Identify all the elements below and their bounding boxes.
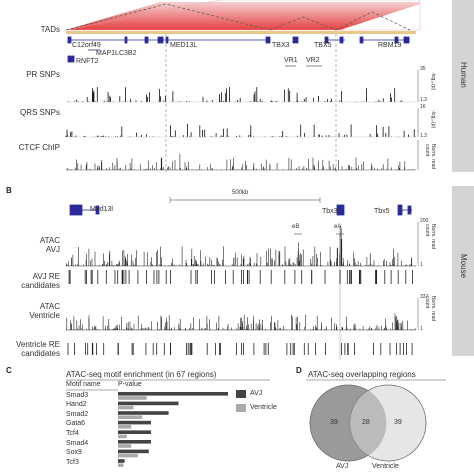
motif-bar-ventricle (118, 415, 143, 419)
gene-label: Med13l (90, 206, 113, 213)
tad-outline (335, 11, 411, 31)
motif-bar-ventricle (118, 463, 124, 467)
axis-tick: 1.3 (420, 133, 427, 139)
gene-label: RBM19 (378, 42, 402, 49)
motif-bar-avj (118, 440, 151, 444)
motif-bar-avj (118, 411, 169, 415)
motif-name: Hand2 (66, 401, 87, 409)
venn-count-left: 39 (330, 419, 338, 426)
motif-name: Smad3 (66, 391, 89, 399)
motif-bars (118, 392, 228, 467)
motif-name: Tcf3 (66, 458, 79, 466)
venn-label-avj: AVJ (336, 463, 349, 470)
axis-tick: 16 (420, 104, 426, 110)
species-label-mouse: Mouse (459, 254, 468, 279)
gene-label: C12orf49 (72, 42, 101, 49)
tad-heatmap-fine (65, 0, 421, 31)
legend-swatch-avj (236, 390, 246, 398)
axis-label: Norm. read count (424, 224, 436, 250)
col-header-p: P-value (118, 381, 142, 388)
motif-bar-avj (118, 420, 151, 425)
peak-label: eA (334, 224, 342, 230)
venn-overlap (350, 390, 386, 456)
axis-label: -log₁₀(p) (430, 110, 436, 129)
peak-label: eB (292, 224, 300, 230)
track-label-avj-re: AVJ RE candidates (21, 272, 60, 290)
scale-label: 500kb (232, 190, 249, 196)
gene-track-mouse (69, 204, 412, 216)
gene-label: TBX5 (314, 42, 332, 49)
motif-name: Smad2 (66, 410, 89, 418)
axis-label: -log₁₀(p) (430, 72, 436, 91)
track-label-pr: PR SNPs (26, 70, 60, 79)
species-bar-human (452, 0, 474, 172)
col-header-motif: Motif name (66, 381, 101, 388)
qrs-snp-track (65, 123, 416, 137)
motif-name: Sox9 (66, 449, 82, 457)
panel-letter-c: C (6, 366, 12, 375)
panel-letter-d: D (296, 366, 302, 375)
axis-tick: 1 (420, 262, 423, 268)
panel-d-title: ATAC-seq overlapping regions (308, 370, 416, 379)
axis-tick: 1.3 (420, 97, 427, 103)
motif-name: Tcf4 (66, 429, 79, 437)
track-label-tads: TADs (40, 25, 60, 34)
legend-label-ventricle: Ventricle (250, 404, 277, 411)
motif-bar-avj (118, 430, 151, 434)
track-label-ctcf: CTCF ChIP (18, 143, 60, 152)
axis-label: Norm. read count (424, 144, 436, 170)
track-label-atac-vent: ATAC Ventricle (29, 302, 60, 320)
gene-label: MAP1LC3B2 (96, 50, 137, 57)
motif-bar-avj (118, 392, 228, 396)
motif-bar-avj (118, 459, 125, 463)
vent-re-track (67, 343, 413, 355)
tad-bar (66, 31, 416, 34)
gene-track (67, 36, 410, 63)
track-label-atac-avj: ATAC AVJ (39, 236, 60, 254)
atac-avj-track (65, 226, 416, 266)
venn-label-ventricle: Ventricle (372, 463, 399, 470)
pr-snp-track (68, 87, 403, 102)
avj-re-track (68, 270, 413, 284)
venn-count-overlap: 28 (362, 419, 370, 426)
legend-label-avj: AVJ (250, 390, 263, 397)
gene-label: TBX3 (272, 42, 290, 49)
axis-tick: 200 (420, 218, 429, 224)
motif-bar-ventricle (118, 434, 127, 439)
region-label: VR2 (306, 57, 320, 64)
motif-bar-avj (118, 449, 149, 454)
motif-bar-avj (118, 401, 179, 406)
tad-outline (65, 3, 337, 31)
motif-bar-ventricle (118, 444, 132, 448)
panel-c-title: ATAC-seq motif enrichment (in 67 regions… (66, 370, 217, 379)
tad-heatmap (66, 2, 420, 30)
legend-swatch-ventricle (236, 404, 246, 412)
species-label-human: Human (459, 62, 468, 88)
motif-bar-ventricle (118, 396, 147, 400)
motif-name: Smad4 (66, 439, 89, 447)
species-bar-mouse (452, 186, 474, 356)
track-label-vent-re: Ventricle RE candidates (15, 340, 60, 358)
axis-tick: 35 (420, 66, 426, 72)
atac-vent-track (66, 313, 416, 330)
motif-bar-ventricle (118, 425, 132, 429)
axis-tick: 1 (420, 326, 423, 332)
panel-letter-b: B (6, 186, 12, 195)
gene-label: MED13L (170, 42, 198, 49)
region-label: VR1 (284, 57, 298, 64)
gene-label: Tbx5 (374, 208, 390, 215)
motif-bar-ventricle (118, 405, 134, 410)
axis-label: Norm. read count (424, 296, 436, 322)
axis-tick: 337 (420, 294, 429, 300)
venn-count-right: 39 (394, 419, 402, 426)
ctcf-track (66, 153, 414, 170)
motif-bar-ventricle (118, 453, 138, 458)
gene-label: RNFT2 (76, 58, 99, 65)
track-label-qrs: QRS SNPs (19, 108, 60, 117)
motif-name: Gata6 (66, 420, 86, 428)
gene-label: Tbx3 (322, 208, 338, 215)
